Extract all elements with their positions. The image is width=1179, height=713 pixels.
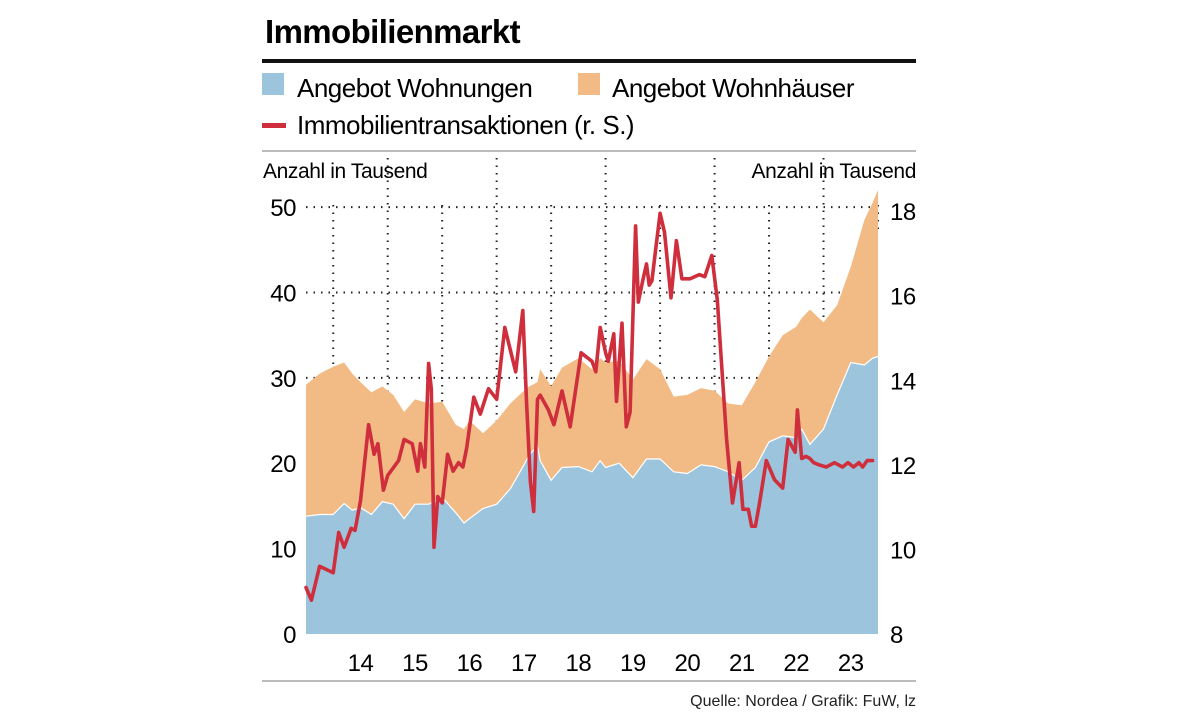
right-tick-16: 16 xyxy=(890,284,916,311)
legend-label-transaktionen: Immobilientransaktionen (r. S.) xyxy=(297,110,634,140)
x-tick-15: 15 xyxy=(402,650,428,677)
x-tick-22: 22 xyxy=(783,650,809,677)
right-tick-12: 12 xyxy=(890,453,916,480)
plot-area xyxy=(304,190,879,634)
x-tick-21: 21 xyxy=(729,650,755,677)
area-wohnungen xyxy=(306,356,878,634)
x-tick-20: 20 xyxy=(674,650,700,677)
legend-label-wohnungen: Angebot Wohnungen xyxy=(297,73,532,103)
chart-title: Immobilienmarkt xyxy=(265,13,521,50)
area-wohnungen-edge xyxy=(305,355,879,524)
x-tick-19: 19 xyxy=(620,650,646,677)
right-tick-8: 8 xyxy=(890,622,903,649)
x-tick-23: 23 xyxy=(838,650,864,677)
right-tick-14: 14 xyxy=(890,368,916,395)
x-tick-14: 14 xyxy=(348,650,374,677)
left-tick-30: 30 xyxy=(270,366,296,393)
left-tick-0: 0 xyxy=(283,622,296,649)
title-rule xyxy=(262,59,916,63)
x-tick-18: 18 xyxy=(566,650,592,677)
x-tick-17: 17 xyxy=(511,650,537,677)
legend-swatch-wohnhaeuser xyxy=(578,73,600,95)
source-note: Quelle: Nordea / Grafik: FuW, lz xyxy=(690,693,916,710)
legend-swatch-wohnungen xyxy=(262,73,284,95)
line-transaktionen xyxy=(304,211,875,603)
legend-label-wohnhaeuser: Angebot Wohnhäuser xyxy=(612,73,855,103)
axis-ticks: 0 10 20 30 40 50 8 10 12 14 16 18 14 15 16 17 18 19 20 21 22… xyxy=(270,195,916,677)
left-tick-20: 20 xyxy=(270,451,296,478)
legend: Angebot Wohnungen Angebot Wohnhäuser Imm… xyxy=(262,73,855,140)
legend-swatch-transaktionen xyxy=(262,123,286,128)
right-tick-10: 10 xyxy=(890,537,916,564)
left-tick-40: 40 xyxy=(270,280,296,307)
left-tick-10: 10 xyxy=(270,537,296,564)
x-tick-16: 16 xyxy=(457,650,483,677)
left-axis-unit-label: Anzahl in Tausend xyxy=(263,160,427,183)
right-tick-18: 18 xyxy=(890,199,916,226)
right-axis-unit-label: Anzahl in Tausend xyxy=(752,160,916,183)
left-tick-50: 50 xyxy=(270,195,296,222)
